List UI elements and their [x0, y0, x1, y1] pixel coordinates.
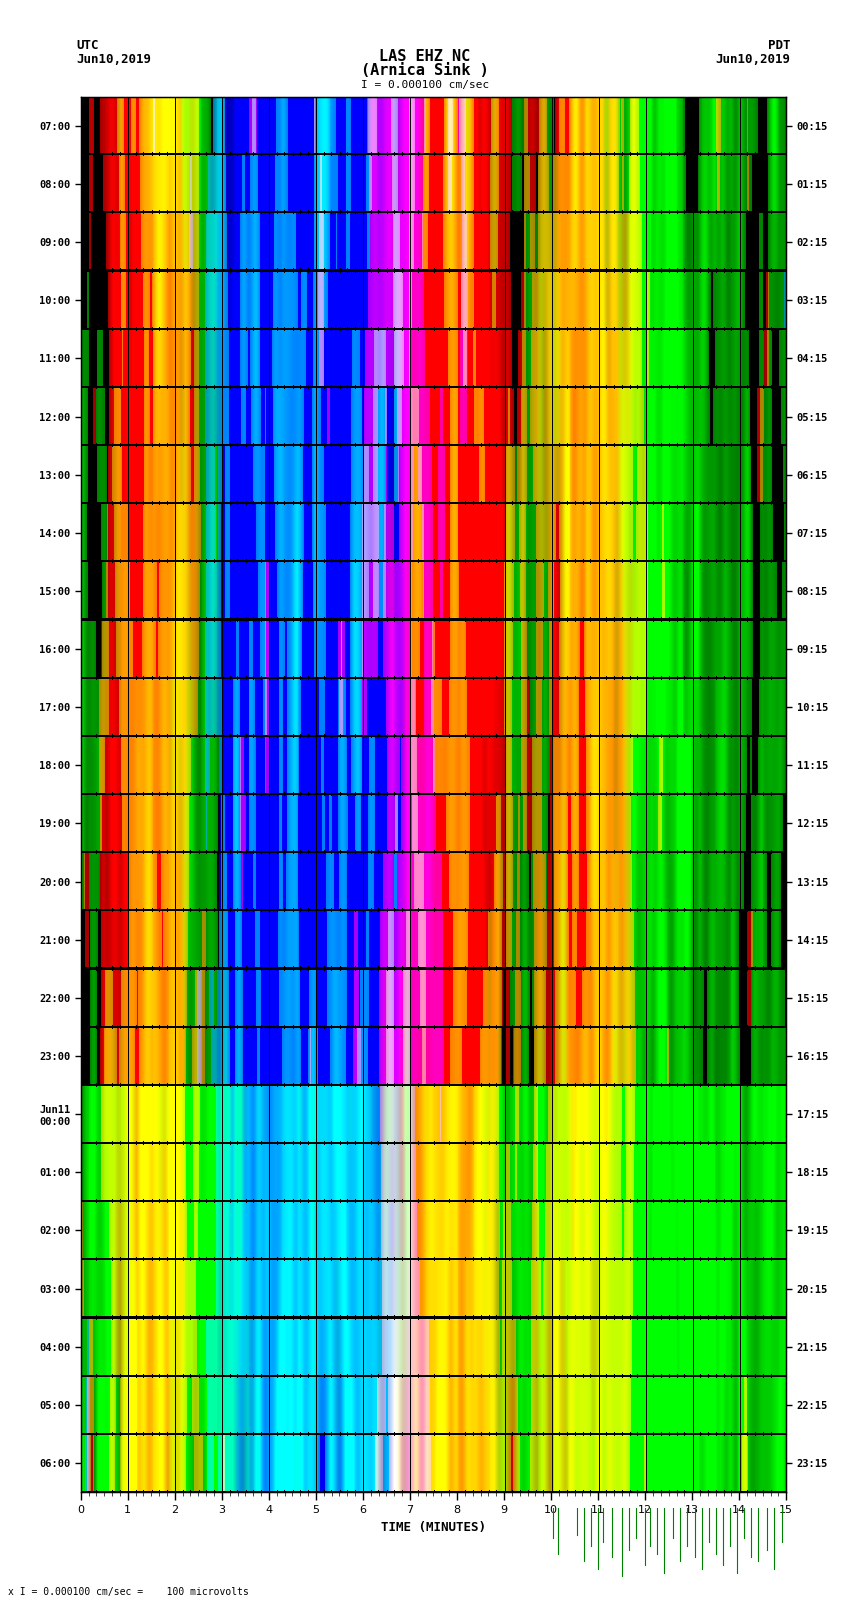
Text: Jun10,2019: Jun10,2019: [716, 53, 790, 66]
Text: UTC: UTC: [76, 39, 99, 52]
Text: PDT: PDT: [768, 39, 790, 52]
Text: x I = 0.000100 cm/sec =    100 microvolts: x I = 0.000100 cm/sec = 100 microvolts: [8, 1587, 249, 1597]
Text: LAS EHZ NC: LAS EHZ NC: [379, 48, 471, 65]
Text: I = 0.000100 cm/sec: I = 0.000100 cm/sec: [361, 81, 489, 90]
Text: (Arnica Sink ): (Arnica Sink ): [361, 63, 489, 79]
X-axis label: TIME (MINUTES): TIME (MINUTES): [381, 1521, 486, 1534]
Text: Jun10,2019: Jun10,2019: [76, 53, 151, 66]
